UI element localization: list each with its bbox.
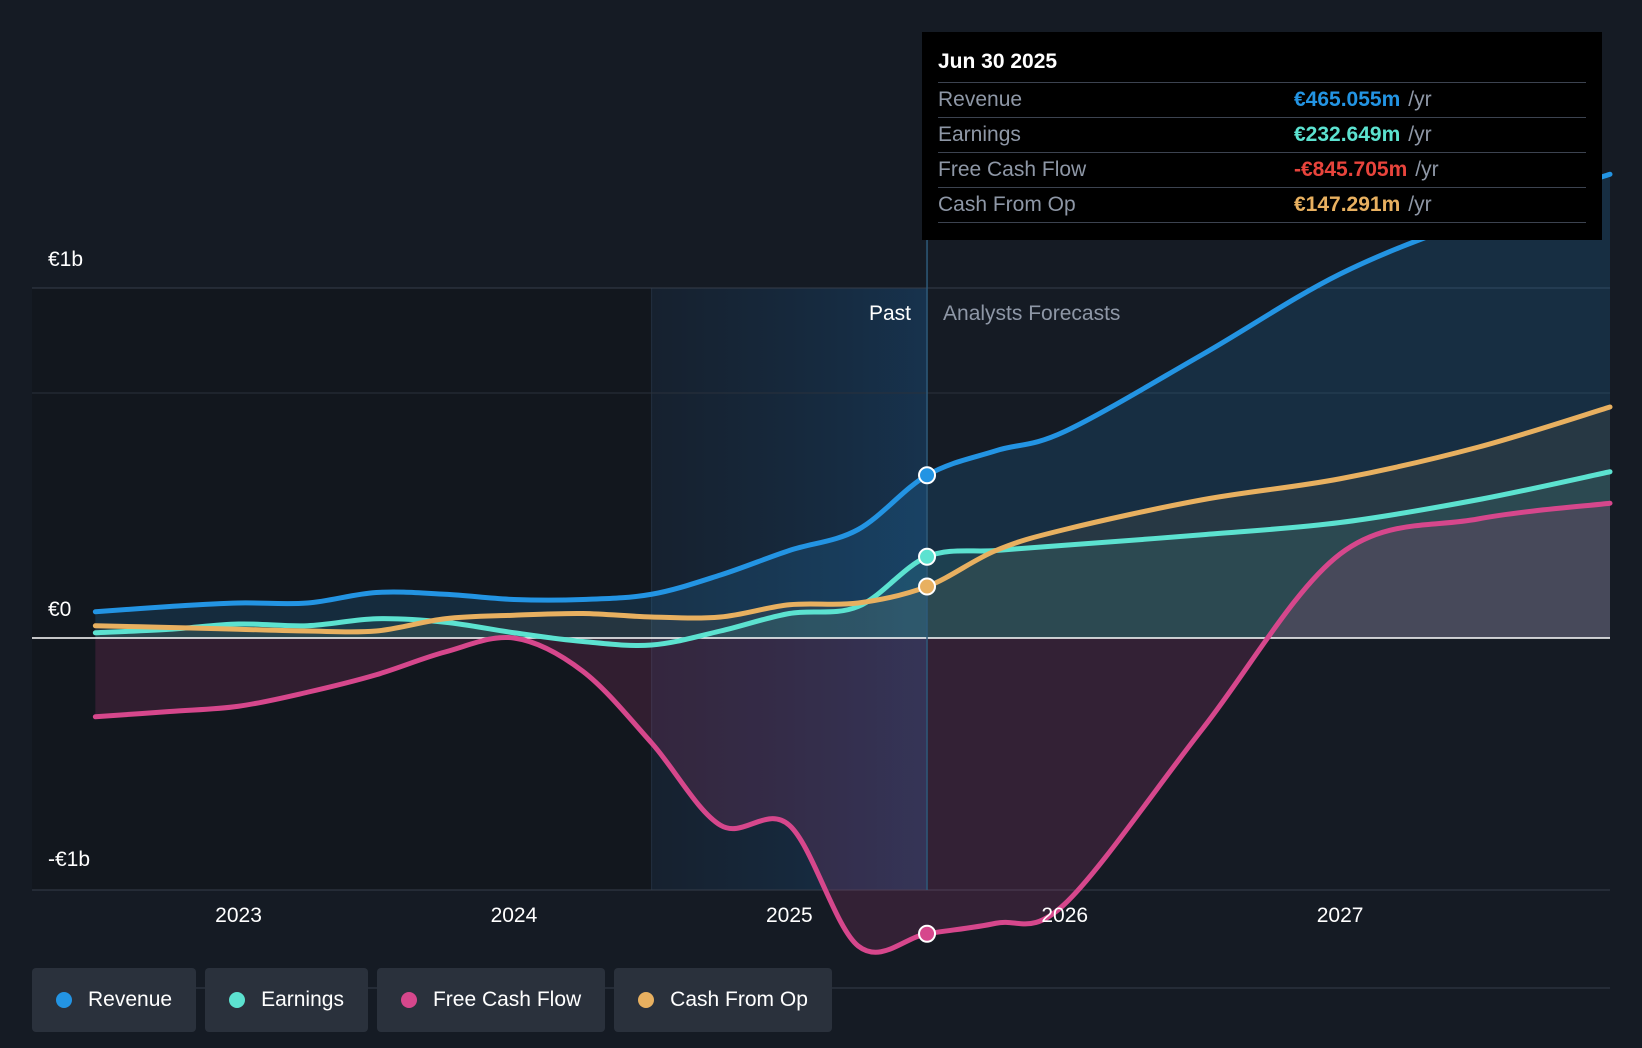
past-label: Past	[869, 302, 911, 325]
area-cash-from-op	[95, 407, 1610, 638]
area-revenue	[95, 174, 1610, 638]
x-tick-label: 2027	[1317, 904, 1364, 927]
legend-label: Cash From Op	[670, 988, 808, 1011]
x-tick-label: 2024	[491, 904, 538, 927]
tooltip-unit: /yr	[1415, 158, 1439, 181]
series-line-revenue	[92, 171, 1613, 615]
area-earnings	[95, 471, 1610, 646]
series-line-earnings	[92, 469, 1613, 648]
tooltip-unit: /yr	[1408, 193, 1432, 216]
tooltip-value: -€845.705m	[1294, 158, 1408, 181]
x-tick-label: 2025	[766, 904, 813, 927]
tooltip-unit: /yr	[1408, 88, 1432, 111]
forecast-label: Analysts Forecasts	[943, 302, 1120, 325]
tooltip-label: Revenue	[938, 88, 1023, 111]
legend-item-revenue[interactable]: Revenue	[32, 968, 197, 1032]
legend-item-free-cash-flow[interactable]: Free Cash Flow	[376, 968, 606, 1032]
tooltip-row-free-cash-flow: Free Cash Flow -€845.705m /yr	[938, 152, 1586, 187]
legend-item-earnings[interactable]: Earnings	[205, 968, 368, 1032]
legend-dot-icon	[56, 992, 72, 1008]
tooltip-row-revenue: Revenue €465.055m /yr	[938, 82, 1586, 117]
series-line-cash-from-op	[92, 404, 1613, 635]
marker-revenue	[918, 466, 937, 485]
tooltip-row-earnings: Earnings €232.649m /yr	[938, 117, 1586, 152]
marker-cash-from-op	[918, 577, 937, 596]
x-tick-label: 2023	[215, 904, 262, 927]
legend-dot-icon	[229, 992, 246, 1008]
legend-label: Revenue	[88, 988, 173, 1011]
x-tick-label: 2026	[1041, 904, 1088, 927]
series-line-free-cash-flow	[92, 500, 1613, 955]
tooltip-label: Earnings	[938, 123, 1021, 146]
legend-dot-icon	[638, 992, 655, 1008]
legend: Revenue Earnings Free Cash Flow Cash Fro…	[32, 968, 832, 1032]
tooltip-value: €147.291m	[1294, 193, 1401, 216]
tooltip-value: €232.649m	[1294, 123, 1401, 146]
tooltip-label: Cash From Op	[938, 193, 1076, 216]
legend-label: Free Cash Flow	[432, 988, 582, 1011]
area-free-cash-flow	[95, 503, 1610, 953]
tooltip-unit: /yr	[1408, 123, 1432, 146]
y-tick-label: €0	[48, 598, 71, 621]
legend-item-cash-from-op[interactable]: Cash From Op	[614, 968, 832, 1032]
history-background	[32, 288, 652, 890]
legend-dot-icon	[400, 992, 417, 1008]
marker-earnings	[918, 547, 937, 566]
tooltip-row-cash-from-op: Cash From Op €147.291m /yr	[938, 187, 1586, 223]
legend-label: Earnings	[261, 988, 344, 1011]
tooltip-value: €465.055m	[1294, 88, 1401, 111]
y-tick-label: €1b	[48, 248, 83, 271]
marker-free-cash-flow	[918, 924, 937, 943]
data-tooltip: Jun 30 2025 Revenue €465.055m /yr Earnin…	[922, 32, 1602, 240]
tooltip-date: Jun 30 2025	[938, 50, 1058, 73]
tooltip-label: Free Cash Flow	[938, 158, 1087, 181]
y-tick-label: -€1b	[48, 848, 90, 871]
